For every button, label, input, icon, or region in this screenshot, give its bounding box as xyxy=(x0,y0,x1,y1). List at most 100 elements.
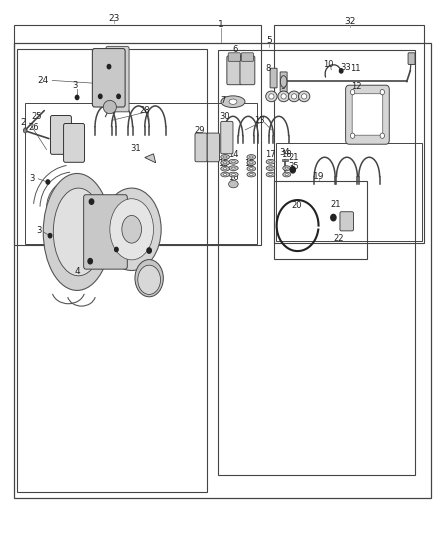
Bar xyxy=(25,103,258,244)
Ellipse shape xyxy=(103,100,117,114)
Text: 18: 18 xyxy=(281,150,292,159)
Text: 27: 27 xyxy=(57,117,67,126)
Circle shape xyxy=(48,233,52,238)
Text: 3: 3 xyxy=(72,81,78,90)
Ellipse shape xyxy=(229,166,238,171)
Text: 30: 30 xyxy=(219,111,230,120)
FancyBboxPatch shape xyxy=(227,56,242,85)
Ellipse shape xyxy=(269,161,272,163)
Circle shape xyxy=(350,90,355,95)
Text: 16: 16 xyxy=(228,173,239,182)
Ellipse shape xyxy=(280,76,287,87)
Text: 35: 35 xyxy=(289,162,300,171)
FancyBboxPatch shape xyxy=(280,72,287,92)
Bar xyxy=(14,43,431,498)
FancyBboxPatch shape xyxy=(352,94,383,135)
Ellipse shape xyxy=(266,166,275,171)
Circle shape xyxy=(88,259,92,264)
Circle shape xyxy=(75,95,79,100)
Text: 3: 3 xyxy=(36,227,41,236)
Ellipse shape xyxy=(23,128,27,133)
Text: 19: 19 xyxy=(313,172,324,181)
Text: 3: 3 xyxy=(123,248,128,257)
Text: 34: 34 xyxy=(279,148,290,157)
Ellipse shape xyxy=(223,168,227,169)
Text: 31: 31 xyxy=(130,144,141,153)
Ellipse shape xyxy=(247,160,256,165)
Ellipse shape xyxy=(138,265,160,294)
Ellipse shape xyxy=(247,172,256,177)
Text: 23: 23 xyxy=(109,14,120,23)
Text: 28: 28 xyxy=(139,106,150,115)
Circle shape xyxy=(46,180,49,184)
FancyBboxPatch shape xyxy=(207,133,219,162)
Ellipse shape xyxy=(221,166,230,171)
Bar xyxy=(218,50,416,475)
Polygon shape xyxy=(145,154,155,163)
Ellipse shape xyxy=(281,94,286,99)
Ellipse shape xyxy=(135,260,163,297)
Circle shape xyxy=(147,248,151,253)
Ellipse shape xyxy=(229,172,238,177)
FancyBboxPatch shape xyxy=(84,195,127,269)
FancyBboxPatch shape xyxy=(340,212,353,231)
Text: 11: 11 xyxy=(350,64,360,72)
Text: 9: 9 xyxy=(281,82,286,91)
Text: 29: 29 xyxy=(194,126,205,135)
Ellipse shape xyxy=(232,167,235,169)
Text: 21: 21 xyxy=(288,153,298,162)
FancyBboxPatch shape xyxy=(92,49,125,107)
Text: 4: 4 xyxy=(74,268,80,276)
Text: 12: 12 xyxy=(351,82,362,91)
Ellipse shape xyxy=(283,166,290,171)
Ellipse shape xyxy=(250,162,253,164)
Text: 14: 14 xyxy=(228,150,239,159)
Ellipse shape xyxy=(221,155,230,159)
Text: 2: 2 xyxy=(21,118,26,127)
Ellipse shape xyxy=(24,128,27,132)
Ellipse shape xyxy=(229,180,238,188)
Text: 15: 15 xyxy=(244,159,255,168)
Ellipse shape xyxy=(221,96,245,108)
Ellipse shape xyxy=(269,167,272,169)
Ellipse shape xyxy=(102,188,161,270)
Ellipse shape xyxy=(223,162,227,164)
Ellipse shape xyxy=(221,172,230,177)
Ellipse shape xyxy=(122,215,141,243)
Ellipse shape xyxy=(247,155,256,159)
FancyBboxPatch shape xyxy=(64,124,85,163)
Circle shape xyxy=(290,166,295,173)
Circle shape xyxy=(350,133,355,139)
Text: 6: 6 xyxy=(233,45,238,54)
Text: 33: 33 xyxy=(340,63,351,71)
Ellipse shape xyxy=(229,159,238,164)
Ellipse shape xyxy=(250,156,253,158)
Ellipse shape xyxy=(285,174,288,175)
Bar xyxy=(17,49,207,492)
Ellipse shape xyxy=(269,174,272,175)
Ellipse shape xyxy=(247,166,256,171)
Ellipse shape xyxy=(232,174,235,175)
Ellipse shape xyxy=(232,161,235,163)
Text: 10: 10 xyxy=(323,60,333,69)
Text: 26: 26 xyxy=(28,123,39,132)
FancyBboxPatch shape xyxy=(221,122,233,154)
Circle shape xyxy=(107,64,111,69)
Ellipse shape xyxy=(269,94,274,99)
FancyBboxPatch shape xyxy=(270,68,277,88)
Text: 24: 24 xyxy=(38,76,49,85)
Text: 1: 1 xyxy=(218,20,224,29)
Circle shape xyxy=(89,199,94,204)
FancyBboxPatch shape xyxy=(346,85,389,144)
Circle shape xyxy=(380,90,385,95)
Ellipse shape xyxy=(250,168,253,169)
Ellipse shape xyxy=(223,174,227,175)
Ellipse shape xyxy=(285,167,288,169)
FancyBboxPatch shape xyxy=(408,53,415,64)
Circle shape xyxy=(115,247,118,252)
Ellipse shape xyxy=(301,94,307,99)
Ellipse shape xyxy=(288,91,300,102)
FancyBboxPatch shape xyxy=(195,133,207,162)
FancyBboxPatch shape xyxy=(106,46,129,112)
Bar xyxy=(274,25,424,243)
